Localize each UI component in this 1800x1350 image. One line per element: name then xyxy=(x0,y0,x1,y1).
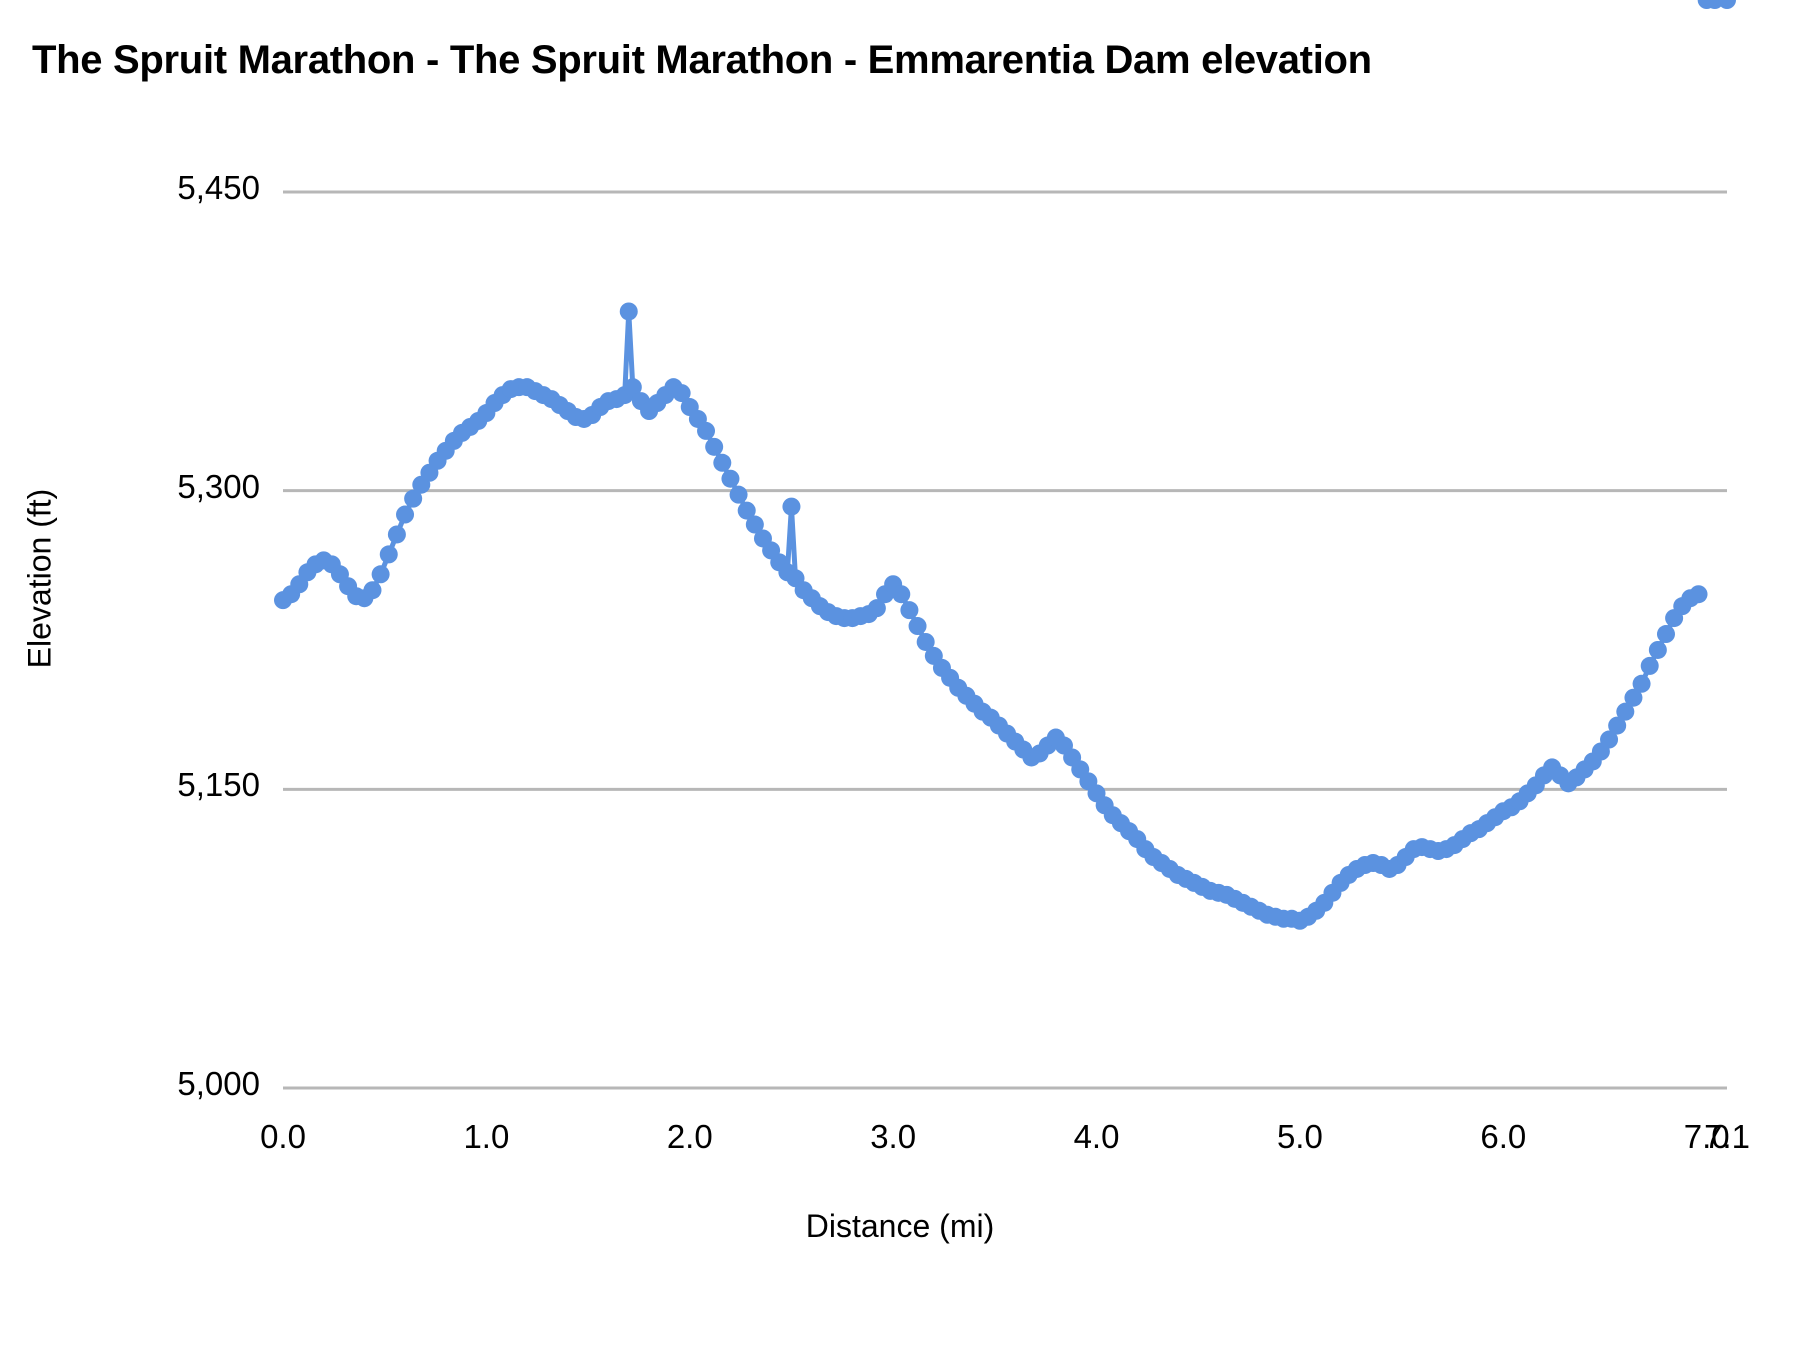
data-point[interactable] xyxy=(1656,625,1675,644)
y-tick-label-5300: 5,300 xyxy=(177,467,260,505)
data-point[interactable] xyxy=(1718,0,1736,9)
x-tick-label-4.0: 4.0 xyxy=(1073,1118,1120,1155)
x-tick-label-1.0: 1.0 xyxy=(463,1118,510,1155)
x-tick-label-2.0: 2.0 xyxy=(666,1118,713,1155)
data-point[interactable] xyxy=(745,515,764,534)
data-point[interactable] xyxy=(371,565,390,584)
data-point[interactable] xyxy=(379,545,398,564)
data-point[interactable] xyxy=(729,485,748,504)
data-point[interactable] xyxy=(867,599,886,618)
data-point[interactable] xyxy=(908,617,927,636)
chart-title: The Spruit Marathon - The Spruit Maratho… xyxy=(32,38,1372,82)
data-point[interactable] xyxy=(1648,640,1667,659)
data-point[interactable] xyxy=(1640,656,1659,675)
y-tick-label-5150: 5,150 xyxy=(177,766,260,804)
x-tick-label-5.0: 5.0 xyxy=(1276,1118,1323,1155)
data-point[interactable] xyxy=(713,453,732,472)
data-point[interactable] xyxy=(623,378,642,397)
x-tick-label-0.0: 0.0 xyxy=(260,1118,306,1155)
data-point[interactable] xyxy=(697,421,716,440)
series-group xyxy=(274,0,1736,930)
gridlines-group xyxy=(283,190,1727,1090)
data-point[interactable] xyxy=(892,585,911,604)
x-tick-label-7.1: 7.1 xyxy=(1704,1118,1750,1155)
data-point[interactable] xyxy=(705,437,724,456)
data-point[interactable] xyxy=(737,501,756,520)
data-point[interactable] xyxy=(396,505,415,524)
data-point[interactable] xyxy=(619,302,638,321)
x-tick-label-7.0: 7.0 xyxy=(1683,1118,1730,1155)
data-point[interactable] xyxy=(900,601,919,620)
x-axis-title: Distance (mi) xyxy=(805,1208,995,1244)
y-tick-label-5450: 5,450 xyxy=(177,169,260,206)
data-point[interactable] xyxy=(404,489,423,508)
data-point[interactable] xyxy=(1624,688,1643,707)
y-tick-label-5000: 5,000 xyxy=(177,1065,260,1102)
data-point[interactable] xyxy=(387,525,406,544)
data-point[interactable] xyxy=(1616,702,1635,721)
data-point[interactable] xyxy=(721,469,740,488)
data-point[interactable] xyxy=(672,384,691,403)
data-point[interactable] xyxy=(916,632,935,651)
x-tick-label-3.0: 3.0 xyxy=(870,1118,917,1155)
x-tick-label-6.0: 6.0 xyxy=(1480,1118,1527,1155)
data-point[interactable] xyxy=(782,497,801,516)
data-point[interactable] xyxy=(363,581,382,600)
data-point[interactable] xyxy=(1608,716,1627,735)
data-point[interactable] xyxy=(1632,674,1651,693)
data-point[interactable] xyxy=(1689,585,1708,604)
data-point[interactable] xyxy=(1600,730,1619,749)
